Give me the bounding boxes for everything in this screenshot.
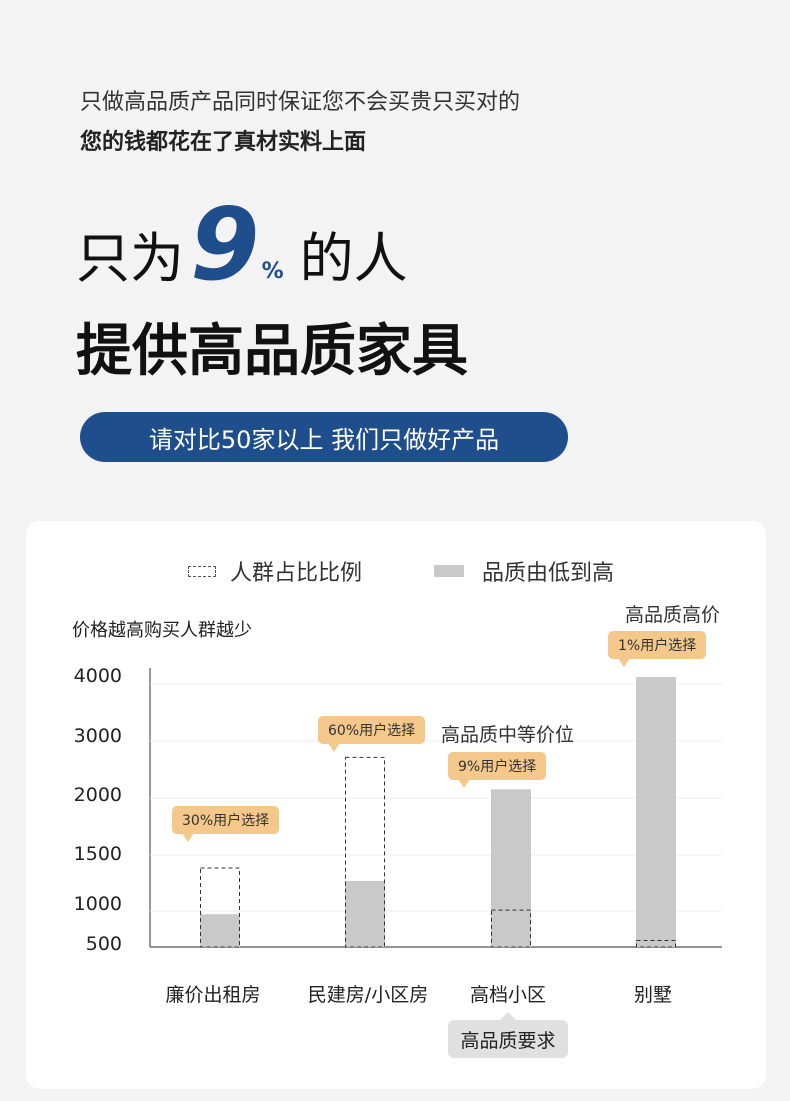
headline-line-2: 提供高品质家具: [76, 319, 468, 384]
dashed-swatch-icon: [188, 565, 216, 577]
callout-low: 30%用户选择: [172, 806, 280, 842]
headline: 只为 9 % 的人: [76, 186, 408, 303]
crowd-share-bar: [636, 939, 676, 948]
x-label-upper: 高档小区: [469, 984, 546, 1006]
y-tick-label: 4000: [73, 665, 122, 687]
legend-label-crowd: 人群占比比例: [230, 561, 363, 586]
quality-bar: [345, 881, 385, 947]
legend-item-crowd: 人群占比比例: [188, 555, 362, 587]
callout-upper: 9%用户选择: [448, 752, 547, 788]
quality-badge: 高品质要求: [448, 1012, 568, 1058]
quality-bar: [636, 677, 676, 947]
quality-bar: [491, 789, 531, 947]
crowd-share-bar: [491, 909, 531, 948]
headline-suffix: 的人: [299, 227, 408, 290]
tier-label-mid: 高品质中等价位: [441, 724, 575, 746]
x-label-low: 廉价出租房: [165, 984, 261, 1006]
y-tick-label: 1000: [73, 893, 122, 915]
headline-number: 9: [190, 186, 260, 303]
callout-top: 1%用户选择: [608, 631, 707, 667]
y-tick-label: 1500: [73, 843, 122, 865]
compare-pill: 请对比50家以上 我们只做好产品: [80, 412, 568, 462]
crowd-share-bar: [200, 867, 240, 948]
headline-prefix: 只为: [76, 227, 184, 290]
quality-bar: [200, 914, 240, 947]
callout-mid: 60%用户选择: [318, 716, 426, 752]
gray-swatch-icon: [434, 565, 464, 577]
x-label-top: 别墅: [633, 984, 672, 1006]
tier-label-top: 高品质高价: [625, 604, 721, 626]
intro-line-1: 只做高品质产品同时保证您不会买贵只买对的: [80, 90, 521, 115]
legend-item-quality: 品质由低到高: [434, 555, 614, 587]
intro-line-2: 您的钱都花在了真材实料上面: [80, 130, 367, 155]
y-tick-label: 500: [85, 933, 122, 955]
legend-label-quality: 品质由低到高: [482, 561, 615, 586]
x-label-mid: 民建房/小区房: [307, 984, 429, 1006]
crowd-share-bar: [345, 756, 385, 948]
y-tick-label: 2000: [73, 784, 122, 806]
headline-percent: %: [261, 259, 284, 284]
chart-title: 价格越高购买人群越少: [72, 620, 252, 641]
y-tick-label: 3000: [73, 725, 122, 747]
